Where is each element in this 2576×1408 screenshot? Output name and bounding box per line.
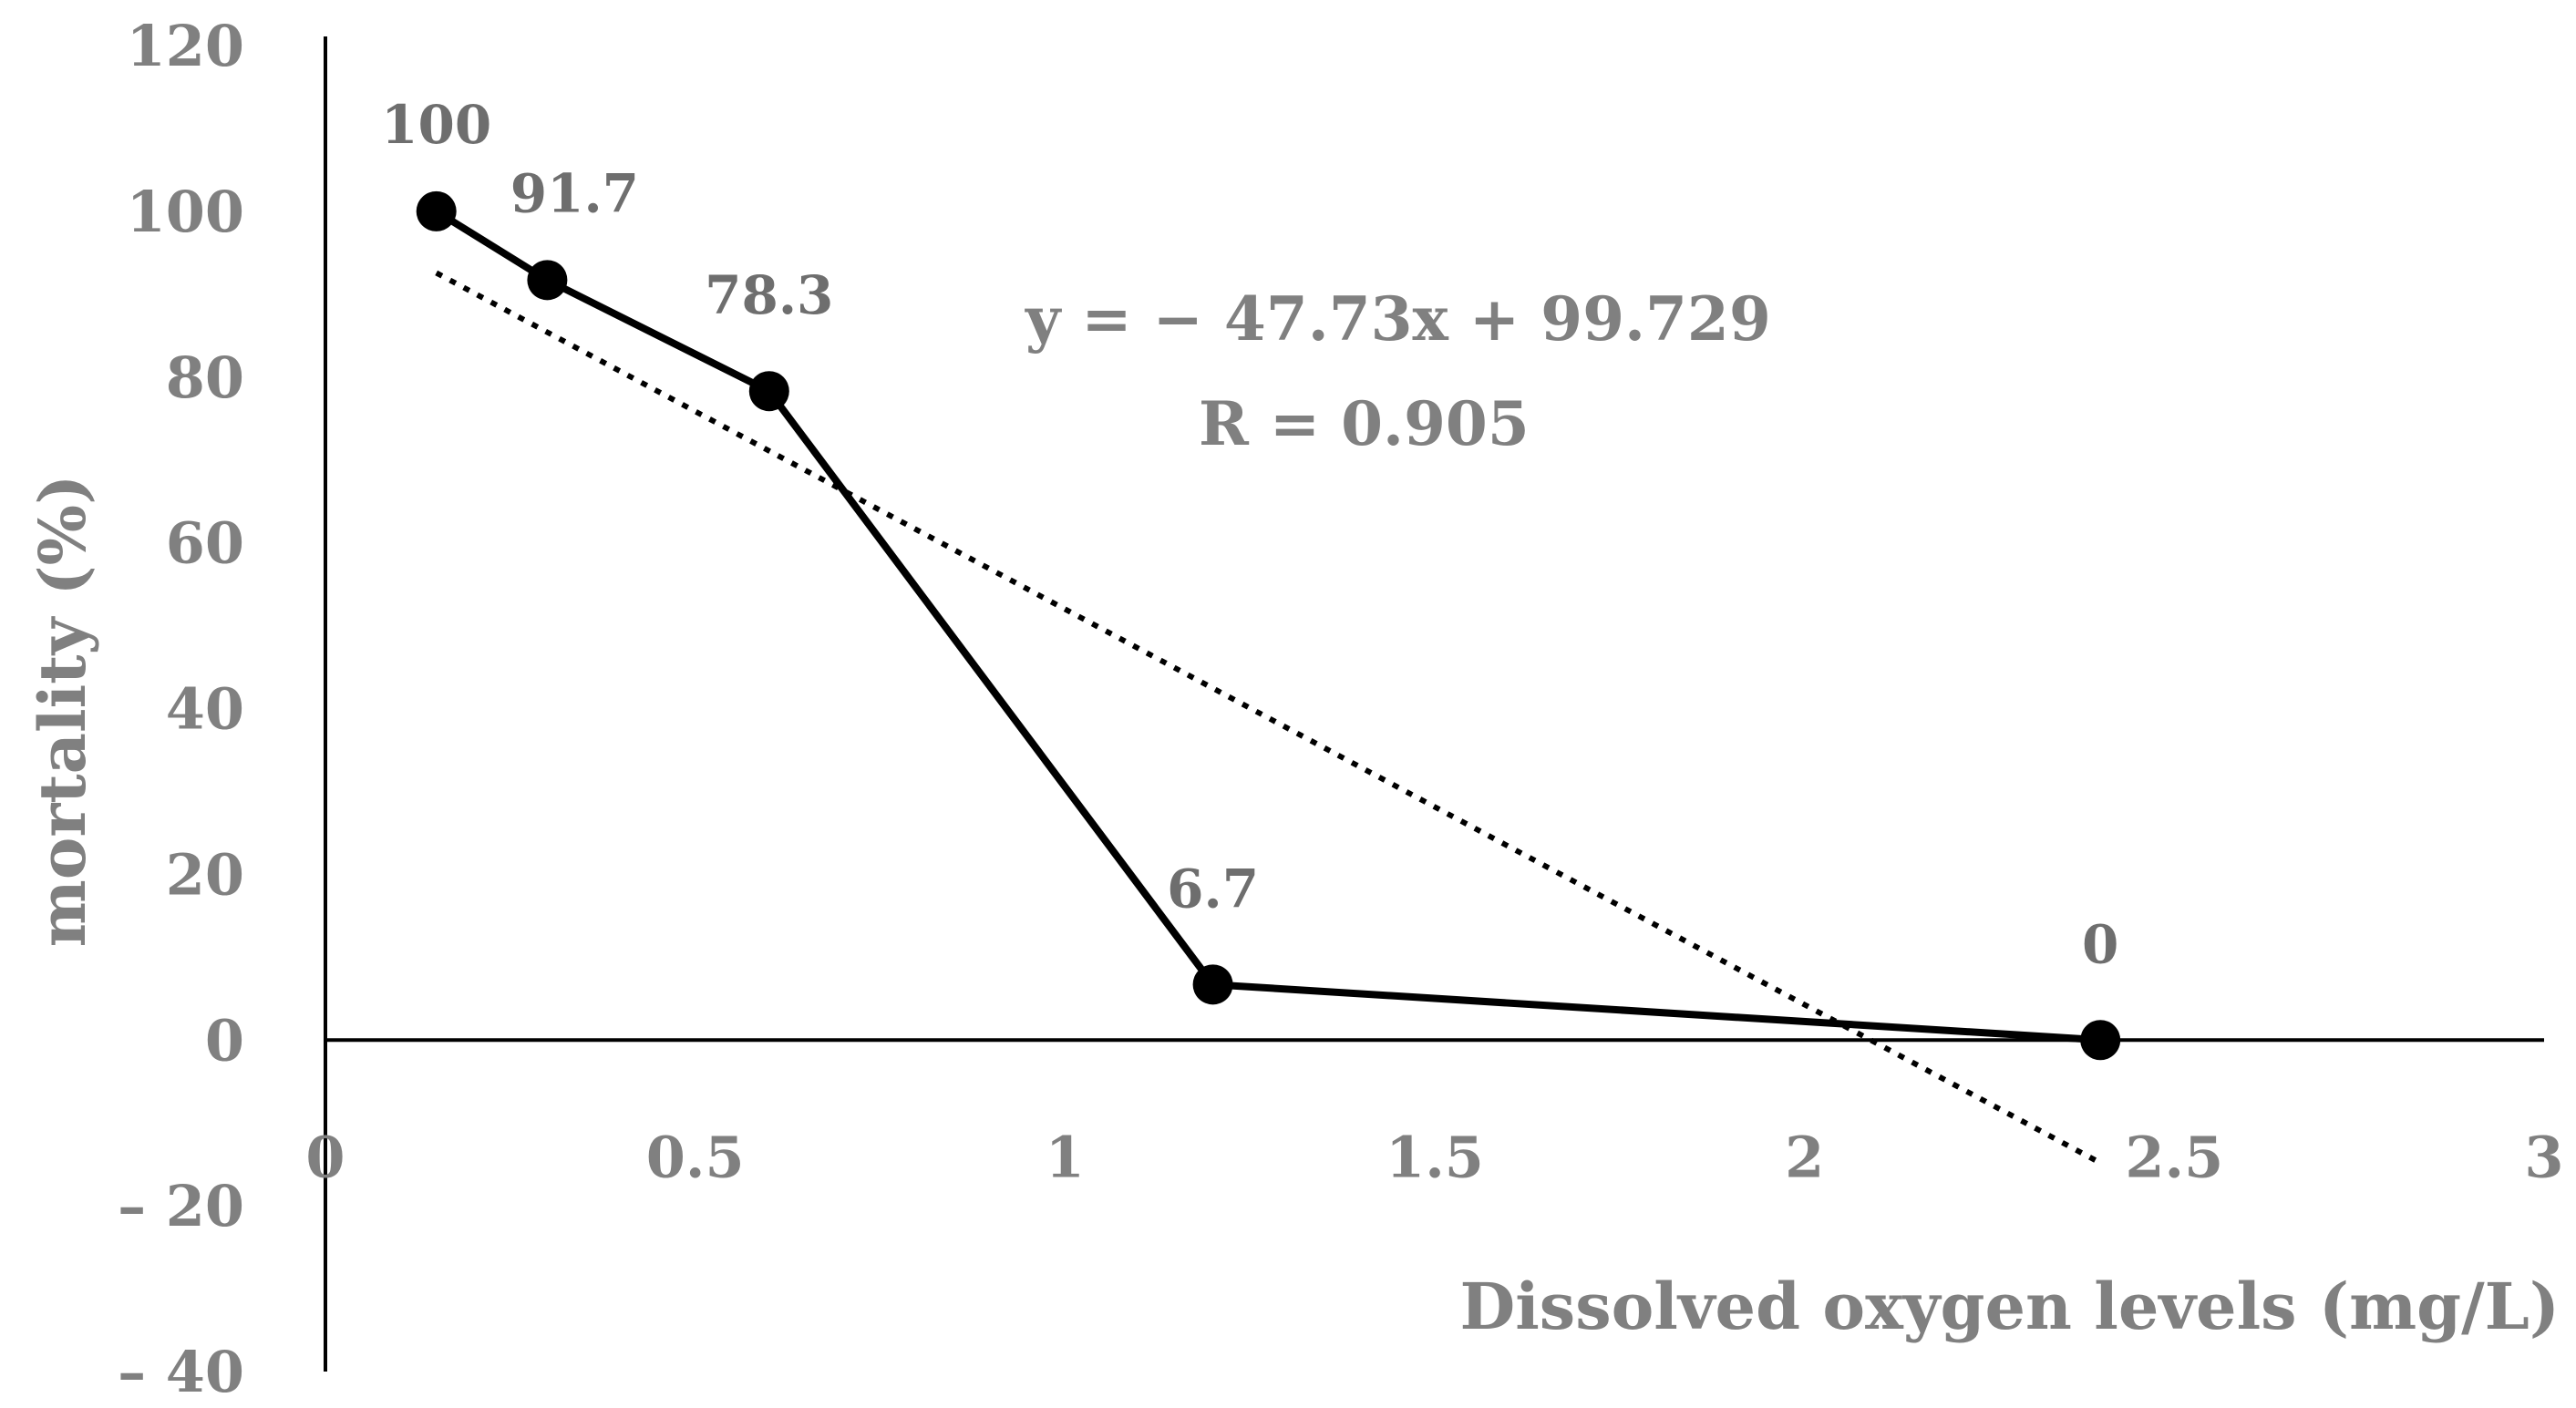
x-tick-label: 0.5: [646, 1124, 745, 1190]
data-point: [2080, 1020, 2121, 1061]
x-tick-label: 2.5: [2125, 1124, 2223, 1190]
x-axis-title: Dissolved oxygen levels (mg/L): [1459, 1269, 2560, 1344]
y-tick-label: 40: [166, 676, 244, 743]
data-label: 0: [2082, 913, 2118, 975]
x-tick-label: 2: [1785, 1124, 1824, 1190]
data-label: 100: [381, 94, 491, 156]
data-point: [416, 190, 457, 231]
data-label: 6.7: [1167, 858, 1259, 920]
tick-labels: 120 100 80 60 40 20 0 – 20 – 40 0 0.5 1 1.5 2 2.5 3: [118, 13, 2563, 1405]
x-tick-label: 3: [2524, 1124, 2563, 1190]
trendline: [435, 270, 2102, 1166]
y-tick-label: 80: [166, 344, 244, 411]
data-labels: 100 91.7 78.3 6.7 0: [381, 94, 2118, 975]
y-tick-label: 100: [127, 179, 244, 245]
y-tick-label: – 40: [118, 1339, 244, 1405]
axes: [324, 36, 2544, 1372]
y-tick-label: 60: [166, 510, 244, 577]
trendline-group: [435, 270, 2102, 1166]
trendline-r-value: R = 0.905: [1199, 388, 1530, 459]
trendline-equation: y = − 47.73x + 99.729: [1025, 283, 1771, 355]
data-label: 78.3: [705, 264, 833, 326]
y-tick-label: – 20: [118, 1173, 244, 1239]
y-tick-label: 0: [205, 1007, 244, 1074]
y-axis-title: mortality (%): [25, 475, 100, 948]
data-point: [748, 371, 789, 412]
x-tick-label: 0: [305, 1124, 345, 1190]
y-tick-label: 20: [166, 841, 244, 908]
data-point: [1192, 964, 1233, 1005]
data-point: [527, 260, 568, 301]
x-tick-label: 1.5: [1386, 1124, 1484, 1190]
data-label: 91.7: [510, 162, 639, 224]
series-group: [416, 190, 2121, 1061]
y-tick-label: 120: [127, 13, 244, 79]
x-tick-label: 1: [1046, 1124, 1085, 1190]
